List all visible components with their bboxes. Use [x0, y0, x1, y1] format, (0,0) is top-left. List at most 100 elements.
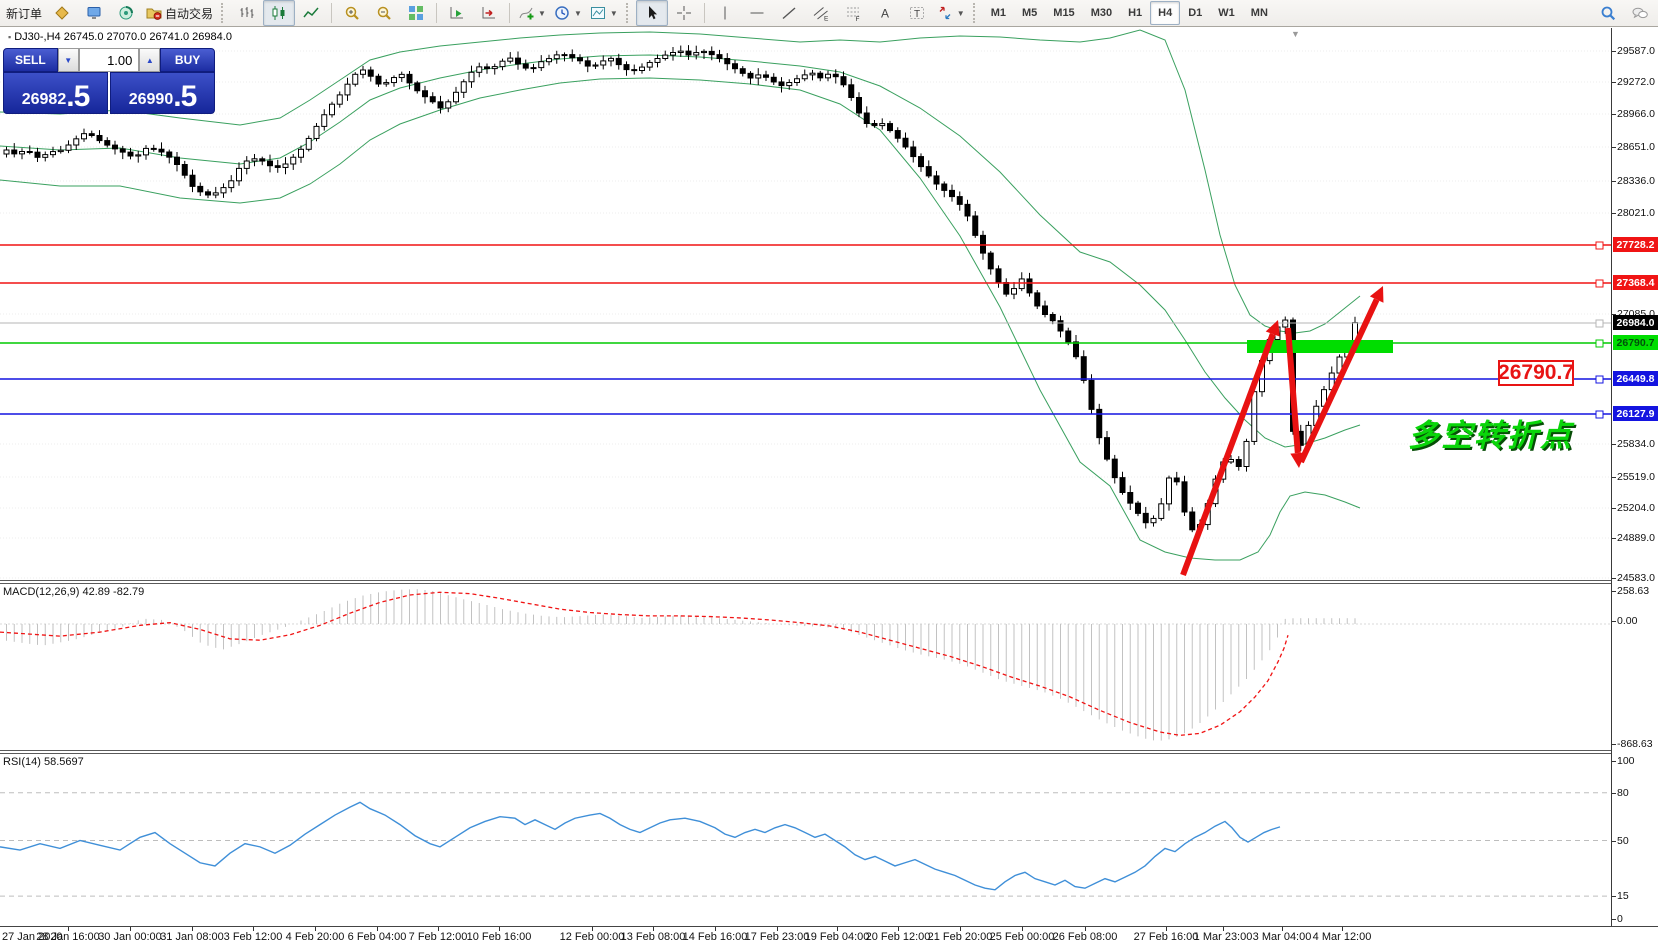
time-axis[interactable]: 27 Jan 2020 28 Jan 16:00 30 Jan 00:00 31 Ja…: [0, 926, 1658, 946]
text-button[interactable]: A: [869, 0, 901, 26]
cursor-icon: [644, 5, 660, 21]
timeframe-mn-button[interactable]: MN: [1250, 7, 1268, 19]
time-tick-mark: [377, 927, 378, 931]
bollinger-upper: [0, 29, 1361, 334]
auto-trading-button[interactable]: 自动交易: [142, 0, 217, 26]
time-tick-mark: [837, 927, 838, 931]
vertical-line-button[interactable]: [709, 0, 741, 26]
toolbar: 新订单 自动交易 ▼ ▼ ▼ E F A T ▼ M1 M5 M15 M30 H1 H4 D1 W1 MN: [0, 0, 1658, 27]
trendline-icon: [781, 5, 797, 21]
svg-text:F: F: [855, 16, 859, 21]
periods-button[interactable]: ▼: [550, 0, 586, 26]
price-tick: 25834.0: [1617, 438, 1655, 450]
level-handle[interactable]: [1595, 410, 1604, 419]
level-handle[interactable]: [1595, 319, 1604, 328]
label-button[interactable]: T: [901, 0, 933, 26]
time-tick-mark: [253, 927, 254, 931]
timeframe-d1-button[interactable]: D1: [1188, 7, 1203, 19]
pane-splitter-rsi[interactable]: [0, 750, 1658, 754]
macd-signal-line: [0, 591, 1289, 737]
bar-chart-button[interactable]: [231, 0, 263, 26]
pane-splitter-macd[interactable]: [0, 580, 1658, 584]
line-chart-icon: [303, 5, 319, 21]
time-label: 27 Jan 2020: [2, 931, 63, 943]
chart-title: ▪ DJ30-,H4 26745.0 27070.0 26741.0 26984.…: [8, 31, 232, 43]
search-button[interactable]: [1592, 0, 1624, 26]
indicator-tick: 15: [1617, 890, 1629, 902]
main-chart-pane[interactable]: ▪ DJ30-,H4 26745.0 27070.0 26741.0 26984.…: [0, 28, 1612, 580]
time-tick-mark: [1166, 927, 1167, 931]
horizontal-line-button[interactable]: [741, 0, 773, 26]
level-handle[interactable]: [1595, 279, 1604, 288]
timeframe-m15-button[interactable]: M15: [1053, 7, 1075, 19]
candlestick-chart-button[interactable]: [263, 0, 296, 26]
chevron-down-icon: ▼: [956, 8, 965, 18]
new-order-button[interactable]: 新订单: [6, 6, 43, 21]
time-tick-mark: [438, 927, 439, 931]
volume-input[interactable]: 1.00: [78, 48, 140, 72]
level-handle[interactable]: [1595, 375, 1604, 384]
signals-button[interactable]: [110, 0, 142, 26]
timeframe-h1-button[interactable]: H1: [1128, 7, 1143, 19]
search-icon: [1600, 5, 1616, 21]
level-handle[interactable]: [1595, 339, 1604, 348]
horizontal-line-icon: [749, 5, 765, 21]
indicators-button[interactable]: ▼: [514, 0, 550, 26]
zoom-out-button[interactable]: [368, 0, 400, 26]
volume-down-button[interactable]: ▼: [57, 48, 79, 72]
time-label: 26 Feb 08:00: [1052, 931, 1118, 943]
rsi-label: RSI(14) 58.5697: [3, 756, 84, 768]
chat-button[interactable]: [1624, 0, 1656, 26]
price-callout-box[interactable]: 26790.7: [1498, 360, 1574, 386]
chart-icon: ▪: [8, 32, 12, 42]
turning-point-label[interactable]: 多空转折点: [1408, 418, 1573, 453]
level-handle[interactable]: [1595, 241, 1604, 250]
chart-shift-button[interactable]: [473, 0, 505, 26]
sell-button[interactable]: SELL: [3, 48, 58, 72]
crosshair-button[interactable]: [668, 0, 700, 26]
price-axis[interactable]: 29587.0 29272.0 28966.0 28651.0 28336.0 28021…: [1611, 28, 1658, 926]
macd-pane[interactable]: MACD(12,26,9) 42.89 -82.79: [0, 584, 1612, 750]
time-label: 19 Feb 04:00: [804, 931, 870, 943]
timeframe-h4-button[interactable]: H4: [1150, 1, 1181, 25]
price-tick: 25204.0: [1617, 502, 1655, 514]
channel-button[interactable]: E: [805, 0, 837, 26]
chevron-down-icon: ▼: [609, 8, 618, 18]
time-tick-mark: [715, 927, 716, 931]
auto-trading-icon: [146, 5, 162, 21]
cursor-button[interactable]: [635, 0, 668, 26]
metaeditor-button[interactable]: [46, 0, 78, 26]
fibonacci-button[interactable]: F: [837, 0, 869, 26]
toolbar-separator: [703, 3, 705, 23]
timeframe-m5-button[interactable]: M5: [1022, 7, 1038, 19]
arrows-button[interactable]: ▼: [933, 0, 969, 26]
tile-windows-button[interactable]: [400, 0, 432, 26]
tick-mark: [1612, 896, 1616, 897]
rsi-line: [0, 801, 1281, 891]
rsi-pane[interactable]: RSI(14) 58.5697: [0, 754, 1612, 925]
svg-text:T: T: [914, 9, 920, 20]
candlestick-chart-icon: [271, 5, 287, 21]
templates-button[interactable]: ▼: [586, 0, 622, 26]
chat-icon: [1632, 5, 1648, 21]
time-tick-mark: [777, 927, 778, 931]
time-label: 7 Feb 12:00: [408, 931, 468, 943]
terminal-icon: [86, 5, 102, 21]
timeframe-m1-button[interactable]: M1: [990, 7, 1006, 19]
trend-zigzag-arrows[interactable]: [1180, 286, 1384, 577]
sell-price-frac: .5: [66, 80, 90, 113]
trendline-button[interactable]: [773, 0, 805, 26]
timeframe-m30-button[interactable]: M30: [1090, 7, 1113, 19]
terminal-button[interactable]: [78, 0, 110, 26]
time-label: 21 Feb 20:00: [927, 931, 993, 943]
volume-up-button[interactable]: ▲: [139, 48, 161, 72]
sell-price-display[interactable]: 26982.5: [3, 72, 108, 114]
zoom-in-button[interactable]: [336, 0, 368, 26]
one-click-trading-panel: SELL ▼ 1.00 ▲ BUY 26982.5 26990.5: [3, 48, 215, 114]
buy-price-display[interactable]: 26990.5: [110, 72, 215, 114]
auto-scroll-button[interactable]: [441, 0, 473, 26]
timeframe-w1-button[interactable]: W1: [1218, 7, 1235, 19]
buy-button[interactable]: BUY: [160, 48, 215, 72]
line-chart-button[interactable]: [295, 0, 327, 26]
